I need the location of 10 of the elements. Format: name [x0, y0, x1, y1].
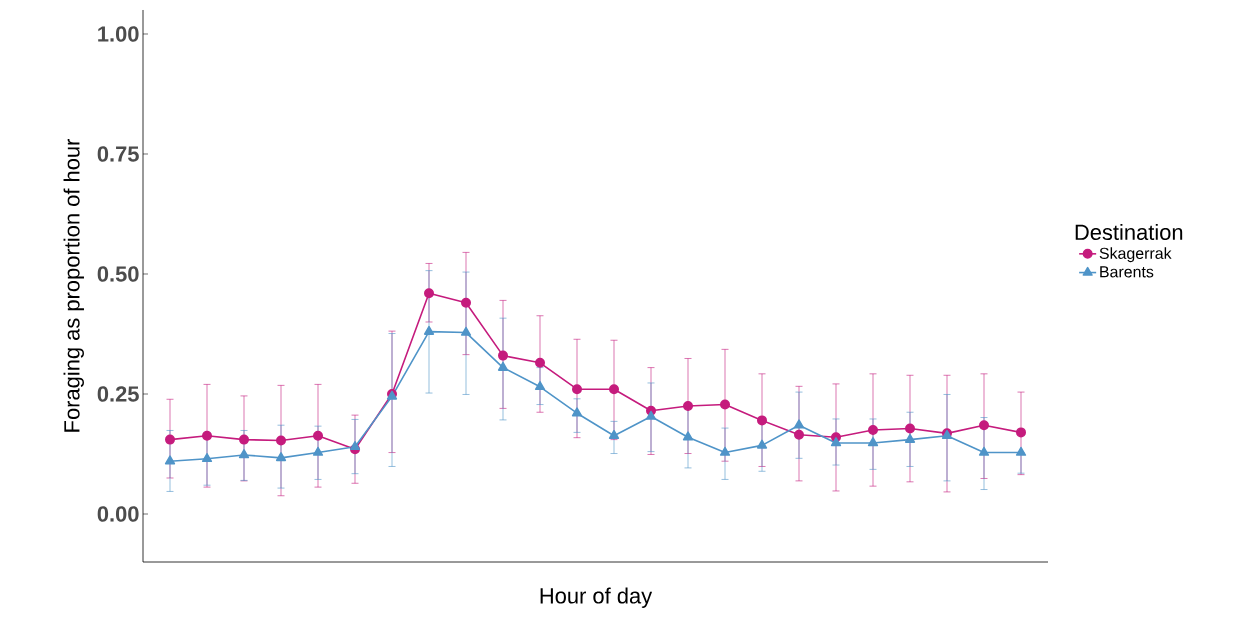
y-axis-title: Foraging as proportion of hour	[63, 138, 84, 432]
y-tick-label: 0.50	[97, 266, 139, 282]
y-tick-label: 1.00	[98, 26, 139, 42]
y-tick-label: 0.25	[97, 386, 139, 402]
x-axis-title: Hour of day	[540, 587, 653, 608]
y-tick-label: 0.00	[97, 506, 139, 522]
legend-label: Skagerrak	[1099, 247, 1172, 263]
y-tick-label: 0.75	[97, 146, 139, 162]
legend-title: Destination	[1075, 223, 1183, 241]
legend-label: Barents	[1100, 266, 1154, 278]
